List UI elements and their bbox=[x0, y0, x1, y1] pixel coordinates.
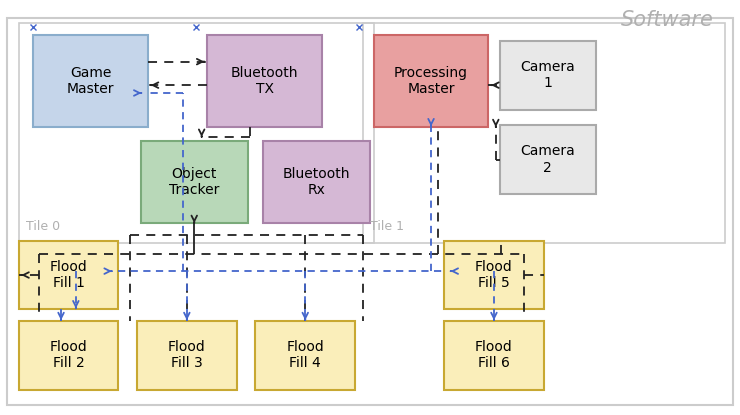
Text: Object
Tracker: Object Tracker bbox=[169, 167, 220, 197]
FancyBboxPatch shape bbox=[444, 241, 544, 309]
FancyBboxPatch shape bbox=[207, 35, 322, 127]
Text: Processing
Master: Processing Master bbox=[394, 66, 468, 96]
Text: Flood
Fill 5: Flood Fill 5 bbox=[475, 260, 513, 290]
FancyBboxPatch shape bbox=[18, 241, 118, 309]
Text: Camera
2: Camera 2 bbox=[520, 144, 575, 175]
FancyBboxPatch shape bbox=[18, 321, 118, 390]
Text: Flood
Fill 2: Flood Fill 2 bbox=[50, 340, 87, 371]
FancyBboxPatch shape bbox=[7, 17, 733, 405]
Text: Tile 1: Tile 1 bbox=[370, 220, 404, 233]
FancyBboxPatch shape bbox=[255, 321, 355, 390]
FancyBboxPatch shape bbox=[500, 41, 596, 110]
Text: Flood
Fill 1: Flood Fill 1 bbox=[50, 260, 87, 290]
Text: Flood
Fill 4: Flood Fill 4 bbox=[286, 340, 324, 371]
FancyBboxPatch shape bbox=[137, 321, 237, 390]
FancyBboxPatch shape bbox=[374, 35, 488, 127]
FancyBboxPatch shape bbox=[141, 141, 248, 223]
Text: Bluetooth
TX: Bluetooth TX bbox=[231, 66, 298, 96]
Text: Tile 0: Tile 0 bbox=[26, 220, 60, 233]
Text: Bluetooth
Rx: Bluetooth Rx bbox=[283, 167, 350, 197]
Text: Camera
1: Camera 1 bbox=[520, 60, 575, 90]
FancyBboxPatch shape bbox=[33, 35, 148, 127]
FancyBboxPatch shape bbox=[444, 321, 544, 390]
Text: Software: Software bbox=[621, 10, 714, 30]
Text: Flood
Fill 6: Flood Fill 6 bbox=[475, 340, 513, 371]
FancyBboxPatch shape bbox=[263, 141, 370, 223]
FancyBboxPatch shape bbox=[500, 125, 596, 194]
Text: Game
Master: Game Master bbox=[67, 66, 115, 96]
Text: Flood
Fill 3: Flood Fill 3 bbox=[168, 340, 206, 371]
